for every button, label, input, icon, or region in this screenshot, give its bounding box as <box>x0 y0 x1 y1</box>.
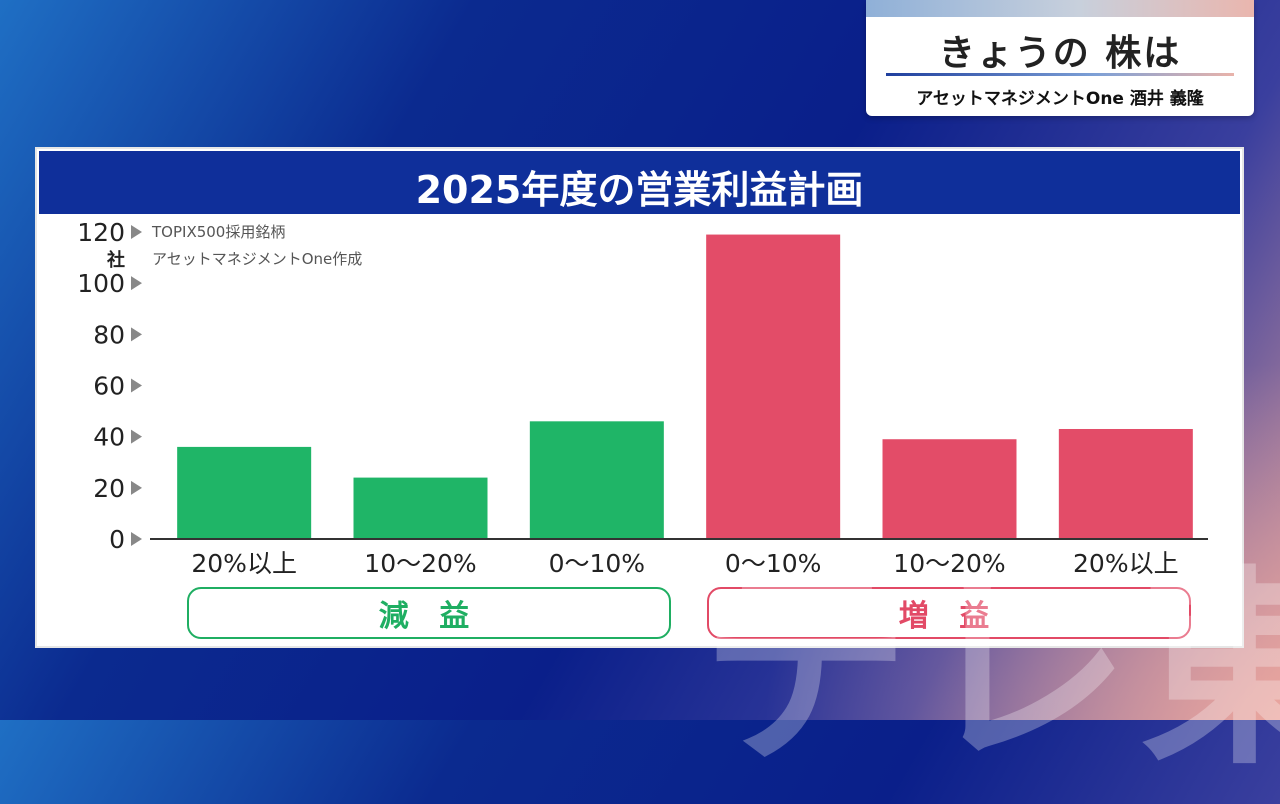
bar <box>1058 428 1193 539</box>
x-tick-label: 0〜10% <box>725 549 821 578</box>
guest-caption: アセットマネジメントOne 酒井 義隆 <box>916 89 1204 109</box>
y-tick-marker <box>131 480 142 495</box>
y-tick-label: 80 <box>93 320 125 349</box>
y-tick-marker <box>131 225 142 239</box>
x-tick-label: 20%以上 <box>191 549 297 578</box>
increase-group-label: 増 益 <box>707 587 1191 639</box>
x-tick-label: 20%以上 <box>1073 549 1179 578</box>
program-divider <box>886 73 1234 76</box>
chart-title: 2025年度の営業利益計画 <box>415 168 864 212</box>
program-banner-topbar <box>866 0 1254 17</box>
x-tick-label: 10〜20% <box>893 549 1005 578</box>
x-tick-label: 0〜10% <box>549 549 645 578</box>
chart-header: 2025年度の営業利益計画 <box>39 151 1240 214</box>
y-tick-marker <box>131 378 142 393</box>
source-note-1: TOPIX500採用銘柄 <box>151 223 285 241</box>
y-tick-label: 20 <box>93 474 125 503</box>
chart-panel: 2025年度の営業利益計画 <box>35 147 1244 648</box>
y-tick-marker <box>131 327 142 342</box>
bar <box>529 421 664 539</box>
bar <box>706 234 841 539</box>
y-tick-label: 60 <box>93 372 125 401</box>
y-unit-label: 社 <box>107 249 125 271</box>
y-tick-label: 120 <box>77 218 125 247</box>
source-note-2: アセットマネジメントOne作成 <box>152 250 362 268</box>
bar <box>353 477 488 539</box>
bar <box>177 446 312 539</box>
bar <box>882 439 1017 539</box>
y-tick-marker <box>131 276 142 291</box>
y-tick-marker <box>131 532 142 546</box>
decrease-group-label: 減 益 <box>187 587 671 639</box>
program-banner: きょうの 株は アセットマネジメントOne 酒井 義隆 <box>866 0 1254 116</box>
y-tick-marker <box>131 429 142 444</box>
y-tick-label: 0 <box>109 525 125 554</box>
x-tick-label: 10〜20% <box>364 549 476 578</box>
y-tick-label: 100 <box>77 269 125 298</box>
y-tick-label: 40 <box>93 423 125 452</box>
program-title: きょうの 株は <box>938 33 1182 74</box>
